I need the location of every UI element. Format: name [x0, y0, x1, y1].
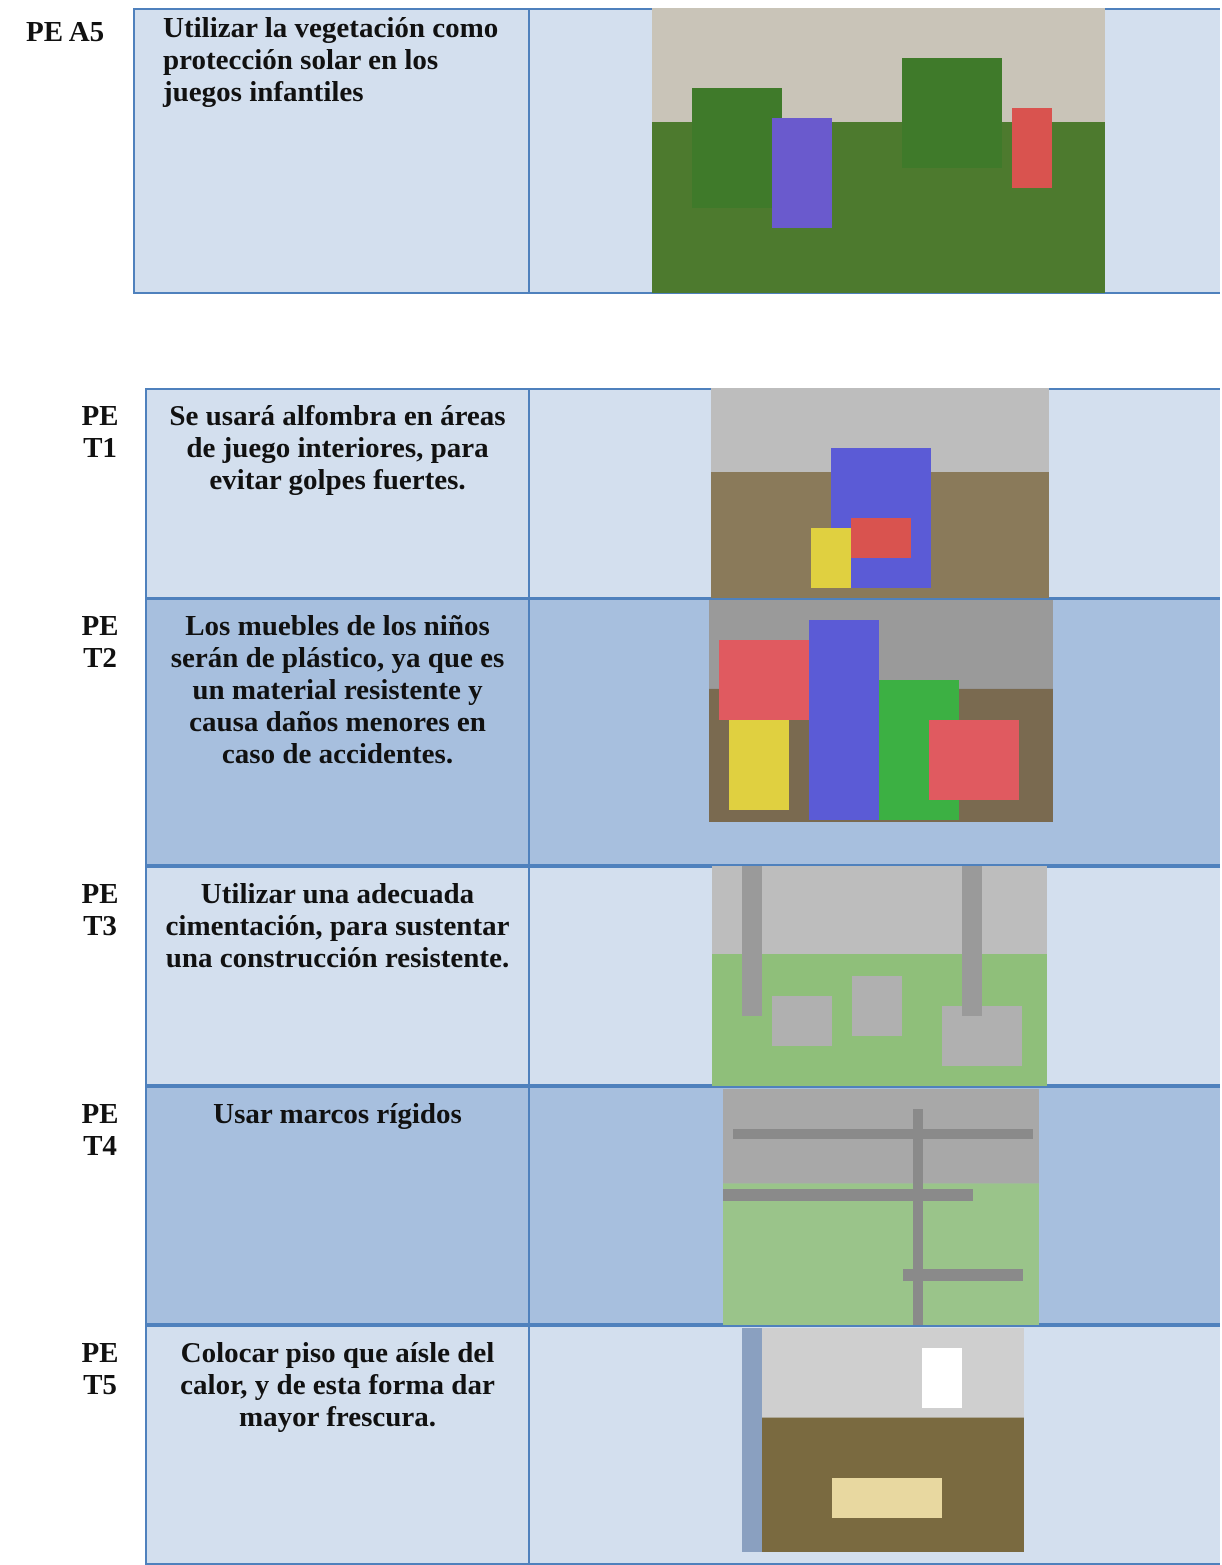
shape: [903, 1269, 1023, 1281]
row-code: PE A5: [26, 16, 105, 48]
illustration: [709, 600, 1053, 822]
row-code: PE T1: [81, 400, 119, 464]
row-text: Colocar piso que aísle del calor, y de e…: [180, 1337, 495, 1433]
row-cell: [133, 8, 530, 294]
illustration: [711, 388, 1049, 598]
shape: [962, 866, 982, 1016]
shape: [1012, 108, 1052, 188]
shape: [712, 866, 1047, 954]
illustration: [652, 8, 1105, 293]
row-text: Se usará alfombra en áreas de juego inte…: [169, 400, 506, 496]
shape: [733, 1129, 1033, 1139]
row-code: PE T3: [81, 878, 119, 942]
shape: [811, 528, 851, 588]
row-cell: [145, 598, 530, 866]
illustration: [742, 1328, 1024, 1552]
shape: [902, 58, 1002, 168]
shape: [723, 1189, 973, 1201]
shape: [929, 720, 1019, 800]
shape: [742, 1328, 1024, 1418]
illustration: [723, 1089, 1039, 1325]
shape: [832, 1478, 942, 1518]
shape: [922, 1348, 962, 1408]
row-text: Utilizar una adecuada cimentación, para …: [165, 878, 510, 974]
row-cell: [145, 1086, 530, 1325]
shape: [742, 866, 762, 1016]
shape: [851, 518, 911, 558]
shape: [723, 1183, 1039, 1325]
shape: [809, 620, 879, 820]
row-text: Usar marcos rígidos: [213, 1098, 462, 1130]
shape: [772, 118, 832, 228]
shape: [742, 1328, 762, 1552]
row-text: Utilizar la vegetación como protección s…: [163, 12, 499, 108]
row-code: PE T2: [81, 610, 119, 674]
row-code: PE T4: [81, 1098, 119, 1162]
row-text: Los muebles de los niños serán de plásti…: [170, 610, 505, 770]
shape: [772, 996, 832, 1046]
row-cell: [145, 388, 530, 599]
illustration: [712, 866, 1047, 1086]
shape: [852, 976, 902, 1036]
row-code: PE T5: [81, 1337, 119, 1401]
shape: [729, 720, 789, 810]
row-cell: [145, 866, 530, 1086]
shape: [692, 88, 782, 208]
shape: [913, 1109, 923, 1325]
